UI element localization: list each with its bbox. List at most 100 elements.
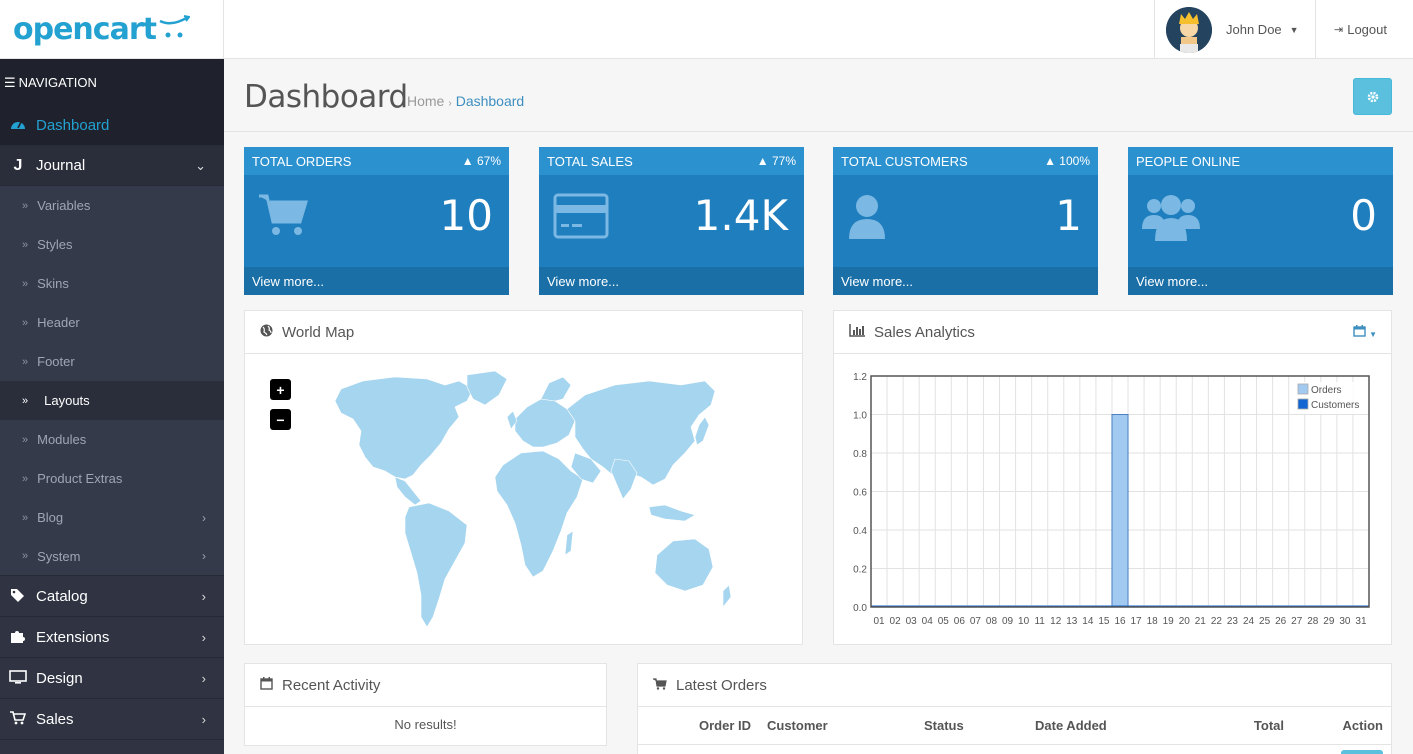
x-tick-label: 30	[1339, 616, 1351, 627]
x-tick-label: 06	[954, 616, 966, 627]
breadcrumb-home[interactable]: Home	[407, 93, 445, 109]
x-tick-label: 18	[1147, 616, 1159, 627]
sidebar-subitem-variables[interactable]: » Variables	[0, 186, 224, 225]
angle-double-right-icon: »	[22, 472, 29, 485]
cart-icon	[653, 677, 667, 693]
view-order-button[interactable]	[1341, 750, 1383, 754]
tile-value: 1	[1055, 191, 1082, 240]
sales-analytics-panel: Sales Analytics ▼ 0.0 0.2 0.4 0.6 0.8 1.0 1.2 0…	[833, 310, 1392, 645]
column-header-total[interactable]: Total	[1188, 707, 1292, 745]
sidebar-item-extensions[interactable]: Extensions ›	[0, 617, 224, 658]
column-header-status[interactable]: Status	[916, 707, 1027, 745]
world-map[interactable]	[245, 355, 802, 645]
chevron-right-icon: ›	[201, 711, 206, 727]
sidebar-item-design[interactable]: Design ›	[0, 658, 224, 699]
monitor-icon	[8, 669, 28, 687]
sidebar-subitem-system[interactable]: » System ›	[0, 537, 224, 576]
view-more-label: View more...	[841, 273, 914, 289]
map-australia	[654, 538, 714, 592]
avatar	[1166, 6, 1212, 53]
y-tick-label: 0.6	[853, 488, 867, 499]
tile-heading: TOTAL CUSTOMERS ▲ 100%	[833, 147, 1098, 175]
sidebar-item-label: Sales	[36, 710, 74, 728]
column-header-date-added[interactable]: Date Added	[1027, 707, 1188, 745]
view-more-link[interactable]: View more...	[244, 267, 509, 295]
sidebar-item-dashboard[interactable]: Dashboard	[0, 106, 224, 146]
sidebar-item-journal[interactable]: J Journal ⌄	[0, 146, 224, 186]
chevron-down-icon: ⌄	[195, 157, 206, 173]
navigation-title-text: NAVIGATION	[18, 75, 97, 90]
sidebar-subitem-header[interactable]: » Header	[0, 303, 224, 342]
sidebar-item-label: Journal	[36, 157, 86, 174]
no-results-text: No results!	[394, 717, 457, 732]
y-tick-label: 1.2	[853, 372, 867, 383]
tile-total-sales: TOTAL SALES ▲ 77% 1.4K View more...	[539, 147, 804, 295]
sales-chart: 0.0 0.2 0.4 0.6 0.8 1.0 1.2 01 02 03 04 05 06 07 08 09 1…	[853, 372, 1370, 627]
zoom-out-button[interactable]: −	[270, 409, 291, 430]
map-indonesia	[648, 504, 696, 522]
view-more-link[interactable]: View more...	[539, 267, 804, 295]
user-menu[interactable]: John Doe ▼	[1154, 0, 1315, 59]
bars-icon: ☰	[4, 74, 16, 90]
sidebar-subitem-label: Styles	[37, 237, 73, 252]
view-more-label: View more...	[252, 273, 325, 289]
map-uk	[506, 410, 518, 430]
caret-up-icon: ▲	[1044, 154, 1056, 168]
sidebar-subitem-modules[interactable]: » Modules	[0, 420, 224, 459]
cart-icon	[8, 710, 28, 728]
x-tick-label: 05	[938, 616, 950, 627]
tile-percent: ▲ 77%	[756, 154, 796, 168]
sidebar-item-catalog[interactable]: Catalog ›	[0, 576, 224, 617]
panel-heading: Sales Analytics ▼	[834, 311, 1391, 354]
zoom-in-button[interactable]: +	[270, 379, 291, 400]
calendar-dropdown-button[interactable]: ▼	[1353, 325, 1377, 340]
legend-label: Orders	[1311, 385, 1342, 396]
map-north-america	[334, 376, 474, 480]
sidebar-item-label: Extensions	[36, 628, 110, 646]
panel-heading: Latest Orders	[638, 664, 1391, 707]
legend-swatch	[1297, 398, 1309, 410]
sidebar-subitem-product-extras[interactable]: » Product Extras	[0, 459, 224, 498]
angle-double-right-icon: »	[22, 277, 29, 290]
sidebar-subitem-blog[interactable]: » Blog ›	[0, 498, 224, 537]
sidebar-subitem-layouts[interactable]: » Layouts	[0, 381, 224, 420]
user-icon	[849, 195, 885, 239]
tile-title: TOTAL ORDERS	[252, 153, 352, 169]
sidebar-subitem-styles[interactable]: » Styles	[0, 225, 224, 264]
orders-table: Order ID Customer Status Date Added Tota…	[638, 707, 1391, 745]
angle-double-right-icon: »	[22, 550, 29, 562]
angle-double-right-icon: »	[22, 394, 29, 407]
x-tick-label: 04	[922, 616, 934, 627]
view-more-link[interactable]: View more...	[833, 267, 1098, 295]
chevron-right-icon: ›	[202, 510, 206, 525]
sidebar-subitem-skins[interactable]: » Skins	[0, 264, 224, 303]
x-tick-label: 20	[1179, 616, 1191, 627]
latest-orders-panel: Latest Orders Order ID Customer Status D…	[637, 663, 1392, 754]
y-tick-label: 0.4	[853, 526, 867, 537]
bar-chart-icon	[849, 324, 865, 340]
credit-card-icon	[553, 193, 609, 239]
sidebar-item-sales[interactable]: Sales ›	[0, 699, 224, 740]
angle-double-right-icon: »	[22, 355, 29, 368]
calendar-icon	[260, 677, 273, 693]
map-greenland	[466, 370, 508, 406]
view-more-link[interactable]: View more...	[1128, 267, 1393, 295]
breadcrumb-dashboard[interactable]: Dashboard	[455, 93, 525, 109]
settings-button[interactable]	[1353, 78, 1392, 115]
sidebar: ☰ NAVIGATION Dashboard J Journal ⌄ » Vari…	[0, 59, 224, 754]
map-india	[610, 458, 638, 500]
legend-swatch	[1297, 383, 1309, 395]
table-header-row: Order ID Customer Status Date Added Tota…	[638, 707, 1391, 745]
column-header-order-id[interactable]: Order ID	[638, 707, 759, 745]
column-header-action[interactable]: Action	[1292, 707, 1391, 745]
sidebar-item-label: Catalog	[36, 587, 88, 605]
x-tick-label: 17	[1131, 616, 1143, 627]
column-header-customer[interactable]: Customer	[759, 707, 916, 745]
y-tick-label: 0.2	[853, 565, 867, 576]
panel-title: Sales Analytics	[874, 323, 975, 341]
sidebar-subitem-footer[interactable]: » Footer	[0, 342, 224, 381]
opencart-logo[interactable]: opencart	[0, 0, 224, 59]
panel-heading: World Map	[245, 311, 802, 354]
map-europe	[514, 398, 576, 448]
logout-link[interactable]: ⇥ Logout	[1315, 0, 1413, 59]
